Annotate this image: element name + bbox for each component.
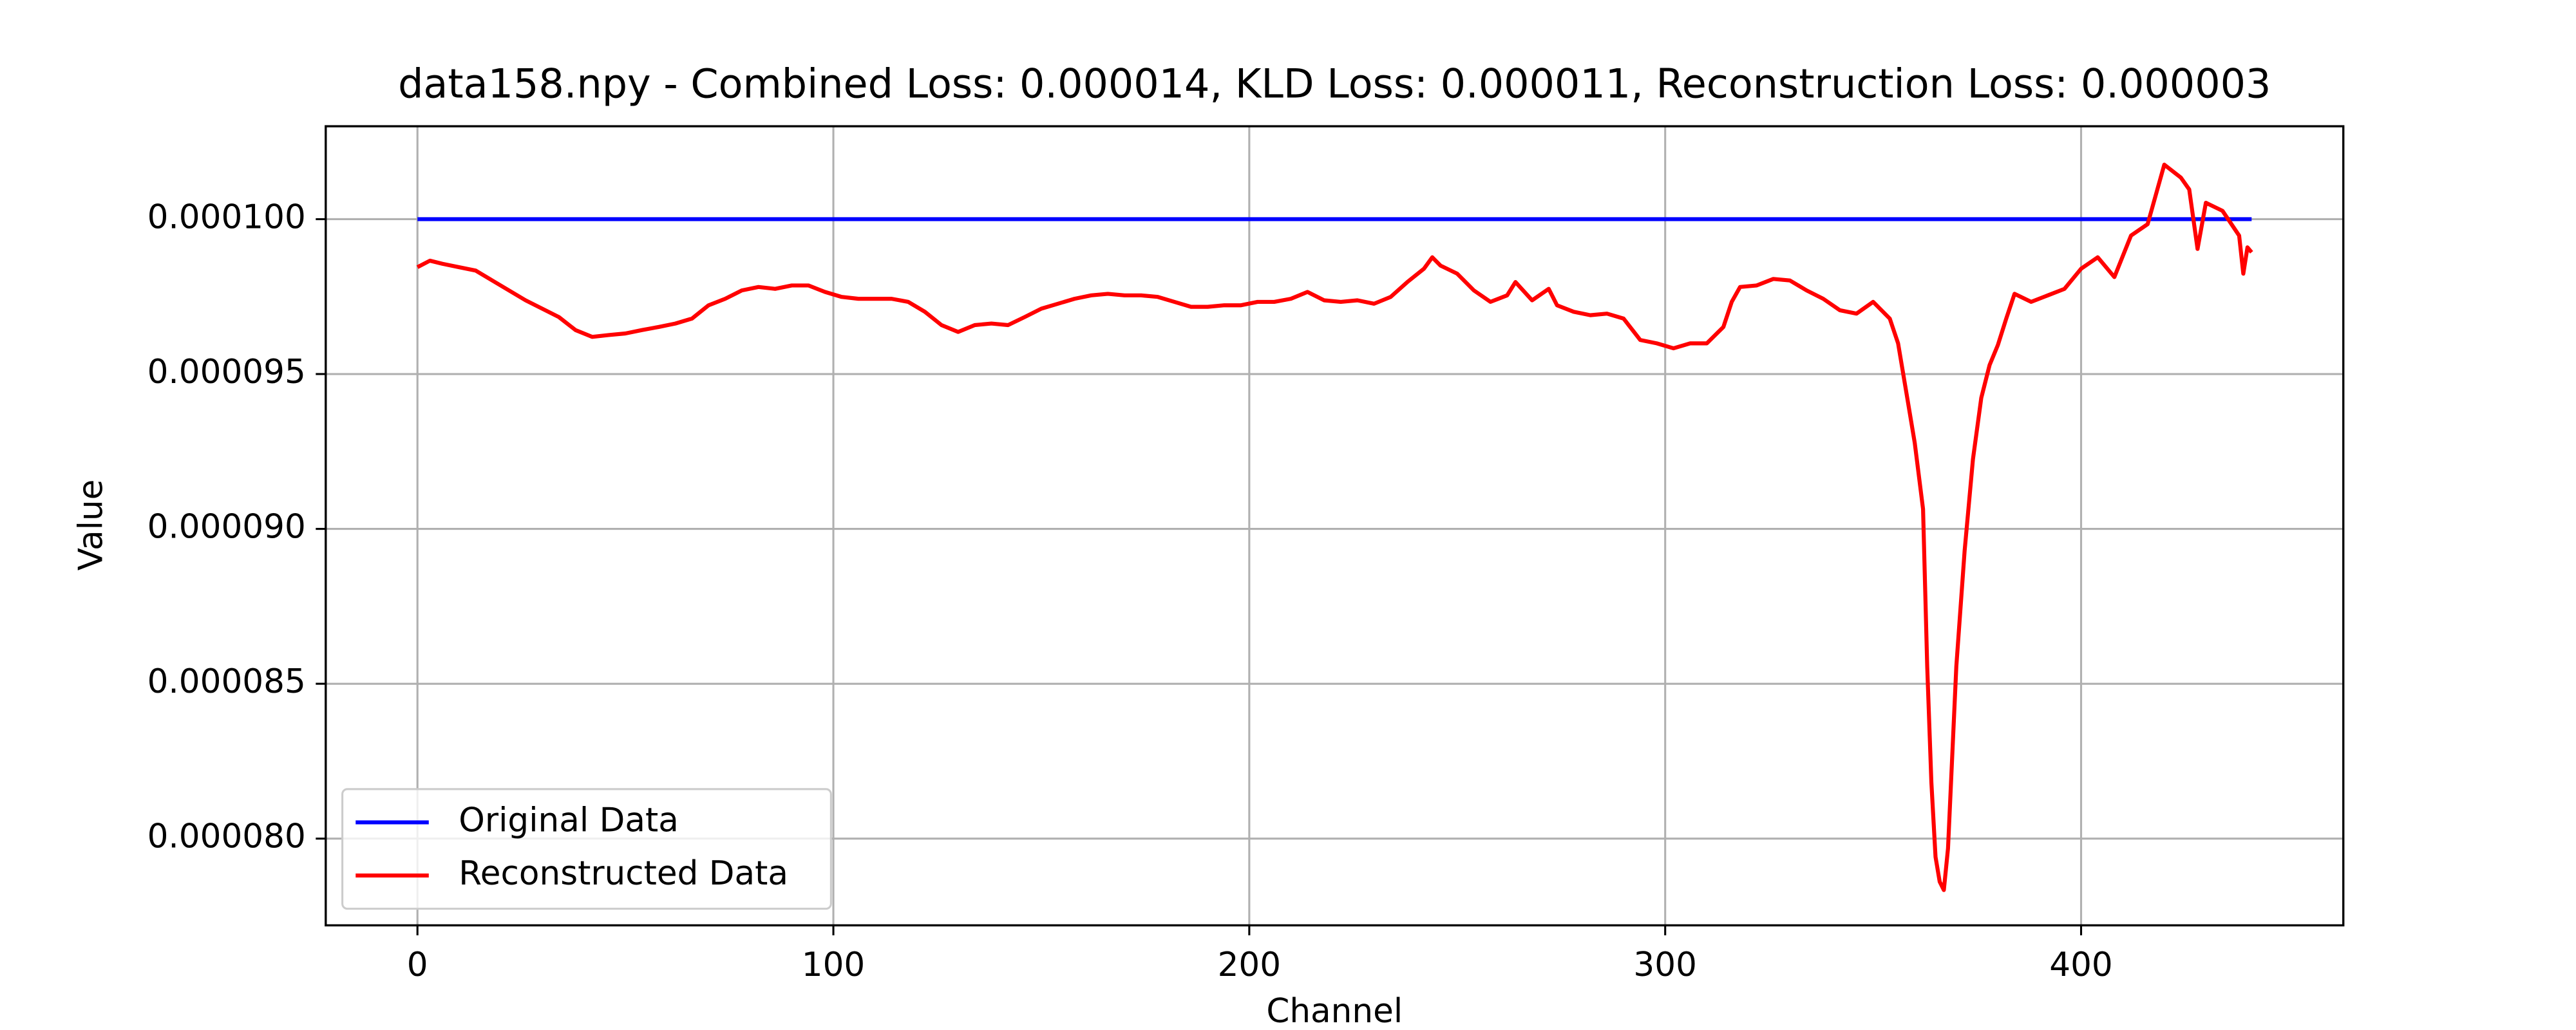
y-tick-label: 0.000095	[147, 353, 306, 391]
y-tick-label: 0.000085	[147, 662, 306, 701]
plot-frame	[325, 125, 2345, 927]
y-tick-label: 0.000080	[147, 818, 306, 856]
x-axis-label: Channel	[1266, 992, 1403, 1030]
y-tick-label: 0.000090	[147, 508, 306, 547]
legend-label: Original Data	[459, 801, 679, 839]
x-tick-label: 400	[2049, 946, 2113, 984]
data-line	[416, 162, 2253, 892]
x-tick-label: 200	[1218, 946, 1282, 984]
x-tick-label: 0	[407, 946, 428, 984]
x-tick-label: 300	[1633, 946, 1697, 984]
y-axis-label: Value	[72, 480, 111, 571]
legend-box	[341, 788, 832, 910]
legend-label: Reconstructed Data	[459, 854, 788, 893]
legend: Original Data Reconstructed Data	[341, 788, 832, 910]
chart-title: data158.npy - Combined Loss: 0.000014, K…	[398, 61, 2271, 107]
y-tick-label: 0.000100	[147, 198, 306, 236]
x-tick-label: 100	[802, 946, 866, 984]
